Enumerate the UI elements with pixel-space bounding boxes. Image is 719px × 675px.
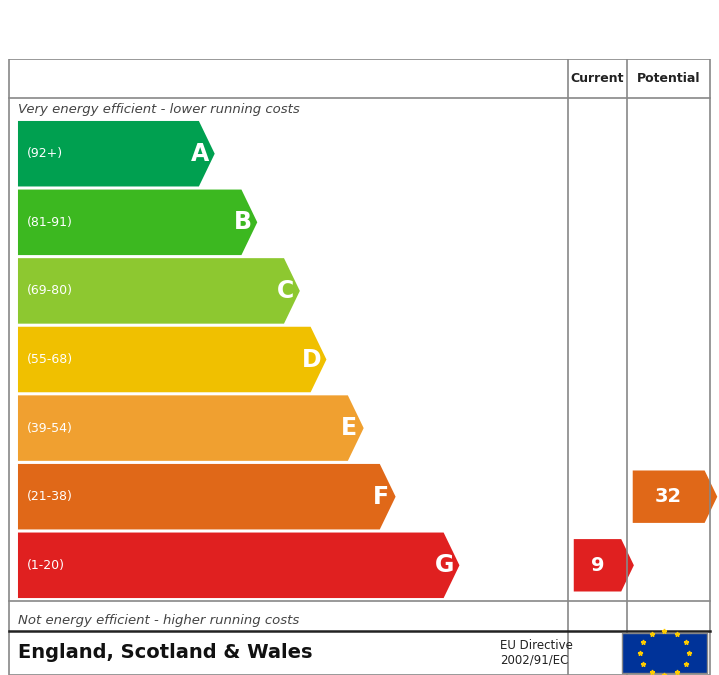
Polygon shape xyxy=(633,470,718,523)
Text: (55-68): (55-68) xyxy=(27,353,73,366)
Text: Current: Current xyxy=(571,72,624,85)
Text: Very energy efficient - lower running costs: Very energy efficient - lower running co… xyxy=(18,103,300,116)
Text: G: G xyxy=(436,554,454,577)
Text: Not energy efficient - higher running costs: Not energy efficient - higher running co… xyxy=(18,614,299,627)
Text: (81-91): (81-91) xyxy=(27,216,73,229)
Text: EU Directive
2002/91/EC: EU Directive 2002/91/EC xyxy=(500,639,572,667)
Text: 32: 32 xyxy=(655,487,682,506)
Text: (1-20): (1-20) xyxy=(27,559,65,572)
Text: F: F xyxy=(373,485,389,509)
Text: (39-54): (39-54) xyxy=(27,422,73,435)
Polygon shape xyxy=(574,539,634,591)
Polygon shape xyxy=(18,190,257,255)
Bar xyxy=(622,633,707,672)
Text: C: C xyxy=(277,279,294,303)
Text: A: A xyxy=(191,142,209,166)
Text: E: E xyxy=(342,416,357,440)
Polygon shape xyxy=(18,396,364,461)
Text: D: D xyxy=(302,348,322,371)
Text: Potential: Potential xyxy=(637,72,700,85)
Text: (69-80): (69-80) xyxy=(27,284,73,298)
Text: 9: 9 xyxy=(591,556,604,575)
Polygon shape xyxy=(18,258,300,324)
Polygon shape xyxy=(18,121,215,186)
Polygon shape xyxy=(18,533,459,598)
Text: (92+): (92+) xyxy=(27,147,63,160)
Text: England, Scotland & Wales: England, Scotland & Wales xyxy=(18,643,313,662)
Text: Energy Efficiency Rating: Energy Efficiency Rating xyxy=(13,16,433,44)
Polygon shape xyxy=(18,327,326,392)
Polygon shape xyxy=(18,464,395,529)
Text: (21-38): (21-38) xyxy=(27,490,73,503)
Text: B: B xyxy=(234,211,252,234)
